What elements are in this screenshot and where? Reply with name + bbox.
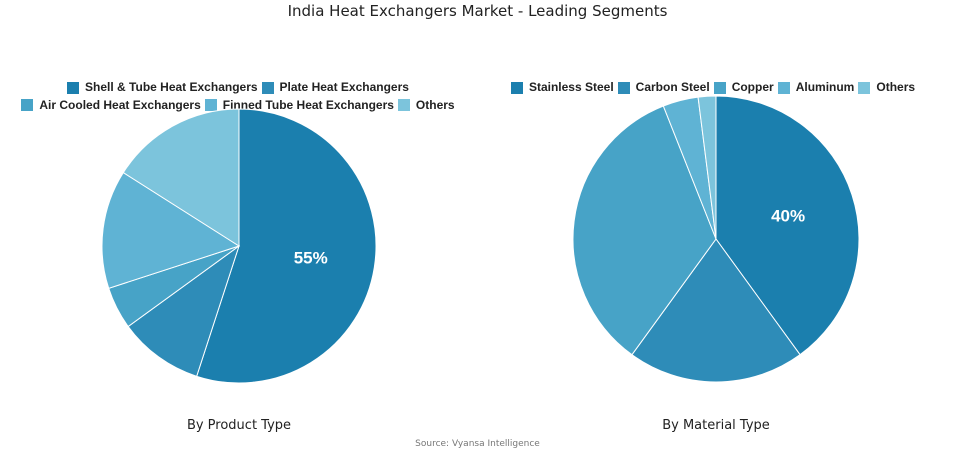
legend-label: Finned Tube Heat Exchangers [222, 97, 394, 112]
data-label: 40% [771, 207, 805, 226]
pie-slice [196, 108, 377, 384]
legend-label: Shell & Tube Heat Exchangers [85, 80, 258, 94]
legend-item: Air Cooled Heat Exchangers [21, 97, 201, 113]
legend-product-type: Shell & Tube Heat Exchangers Plate Heat E… [20, 80, 460, 115]
legend-swatch [261, 81, 274, 94]
pie-slice [127, 244, 240, 377]
legend-label: Others [415, 97, 455, 112]
legend-label: Carbon Steel [635, 80, 710, 94]
legend-label: Others [876, 80, 916, 94]
pie-slice [715, 95, 860, 356]
data-label: 55% [294, 248, 328, 267]
legend-swatch [67, 81, 80, 94]
legend-label: Copper [731, 80, 774, 94]
legend-label: Air Cooled Heat Exchangers [39, 97, 201, 112]
legend-swatch [617, 81, 630, 94]
pie-slice [122, 108, 240, 247]
legend-label: Aluminum [795, 80, 855, 94]
legend-item: Finned Tube Heat Exchangers [204, 97, 394, 113]
legend-swatch [397, 99, 410, 111]
chart-title: India Heat Exchangers Market - Leading S… [287, 2, 668, 20]
legend-swatch [777, 81, 790, 94]
legend-material-type: Stainless Steel Carbon Steel Copper Aluminu… [500, 80, 930, 98]
legend-item: Stainless Steel [510, 80, 614, 95]
legend-swatch [510, 81, 523, 94]
legend-swatch [21, 99, 34, 111]
legend-item: Others [858, 80, 915, 95]
source-note: Source: Vyansa Intelligence [415, 439, 540, 449]
legend-item: Aluminum [777, 80, 855, 95]
legend-item: Copper [713, 80, 774, 95]
subtitle-material-type: By Material Type [662, 418, 770, 433]
subtitle-product-type: By Product Type [186, 418, 292, 433]
legend-item: Plate Heat Exchangers [261, 80, 409, 95]
legend-label: Plate Heat Exchangers [279, 80, 409, 94]
pie-slice [697, 95, 717, 240]
pie-slice [631, 238, 801, 383]
pie-slice [572, 105, 717, 356]
legend-label: Stainless Steel [528, 80, 614, 94]
legend-swatch [713, 81, 726, 94]
pie-slice [101, 171, 241, 289]
legend-swatch [204, 99, 217, 111]
legend-item: Others [397, 97, 455, 113]
legend-swatch [858, 81, 871, 94]
legend-item: Carbon Steel [617, 80, 710, 95]
legend-item: Shell & Tube Heat Exchangers [67, 80, 258, 95]
